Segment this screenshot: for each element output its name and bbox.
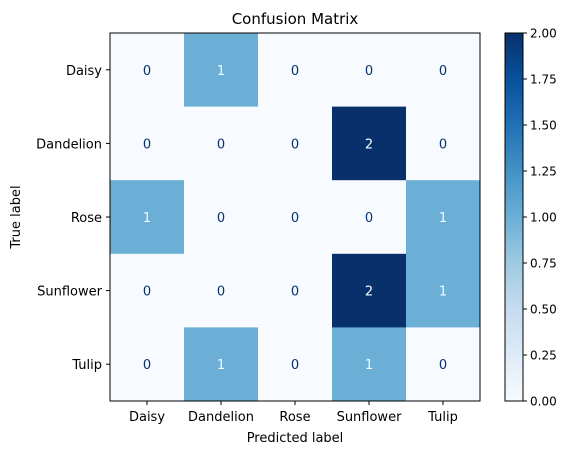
cell-value: 0 bbox=[291, 358, 299, 373]
cell-value: 0 bbox=[365, 211, 373, 226]
colorbar-tick-label: 0.25 bbox=[530, 349, 557, 363]
cell-value: 1 bbox=[217, 64, 225, 79]
matrix-cell bbox=[332, 180, 407, 255]
cell-value: 0 bbox=[439, 64, 447, 79]
matrix-cell bbox=[406, 327, 481, 402]
matrix-cell bbox=[258, 180, 333, 255]
cell-value: 1 bbox=[365, 358, 373, 373]
matrix-cell bbox=[406, 180, 481, 255]
y-axis-label: True label bbox=[9, 185, 24, 249]
cell-value: 2 bbox=[365, 285, 373, 300]
matrix-cells bbox=[110, 33, 481, 402]
cell-value: 0 bbox=[291, 137, 299, 152]
x-tick-label: Dandelion bbox=[188, 410, 254, 425]
y-tick-label: Rose bbox=[71, 211, 102, 226]
colorbar-tick-label: 1.50 bbox=[530, 119, 557, 133]
matrix-cell bbox=[184, 253, 259, 328]
colorbar-tick-label: 1.00 bbox=[530, 211, 557, 225]
colorbar-tick-label: 2.00 bbox=[530, 27, 557, 41]
cell-value-labels: 0 1 0 0 0 0 0 0 2 0 1 0 0 0 1 0 0 0 2 1 0 1 0 1 0 bbox=[143, 64, 447, 373]
cell-value: 0 bbox=[291, 64, 299, 79]
cell-value: 0 bbox=[291, 285, 299, 300]
cell-value: 0 bbox=[291, 211, 299, 226]
matrix-cell bbox=[258, 33, 333, 108]
matrix-cell bbox=[110, 106, 185, 181]
matrix-cell bbox=[258, 327, 333, 402]
matrix-cell bbox=[258, 106, 333, 181]
y-tick-label: Daisy bbox=[66, 64, 102, 79]
matrix-cell bbox=[332, 253, 407, 328]
colorbar-tick-label: 0.00 bbox=[530, 395, 557, 409]
matrix-cell bbox=[406, 106, 481, 181]
x-tick-label: Daisy bbox=[129, 410, 165, 425]
x-tick-label: Rose bbox=[279, 410, 310, 425]
cell-value: 0 bbox=[217, 285, 225, 300]
colorbar-ticks: 0.00 0.25 0.50 0.75 1.00 1.25 1.50 1.75 2.00 bbox=[523, 27, 557, 409]
cell-value: 0 bbox=[217, 137, 225, 152]
colorbar bbox=[504, 32, 524, 402]
cell-value: 1 bbox=[143, 211, 151, 226]
cell-value: 0 bbox=[217, 211, 225, 226]
colorbar-tick-label: 0.50 bbox=[530, 303, 557, 317]
cell-value: 0 bbox=[439, 358, 447, 373]
cell-value: 0 bbox=[365, 64, 373, 79]
x-tick-label: Sunflower bbox=[337, 410, 403, 425]
matrix-cell bbox=[332, 106, 407, 181]
cell-value: 0 bbox=[143, 64, 151, 79]
matrix-cell bbox=[184, 33, 259, 108]
cell-value: 1 bbox=[217, 358, 225, 373]
colorbar-tick-label: 0.75 bbox=[530, 257, 557, 271]
matrix-cell bbox=[406, 253, 481, 328]
cell-value: 0 bbox=[143, 358, 151, 373]
cell-value: 0 bbox=[143, 137, 151, 152]
y-tick-label: Sunflower bbox=[37, 285, 103, 300]
cell-value: 1 bbox=[439, 211, 447, 226]
matrix-cell bbox=[332, 33, 407, 108]
matrix-cell bbox=[110, 327, 185, 402]
chart-title: Confusion Matrix bbox=[232, 10, 359, 28]
cell-value: 1 bbox=[439, 285, 447, 300]
x-axis-label: Predicted label bbox=[247, 431, 344, 446]
cell-value: 2 bbox=[365, 137, 373, 152]
y-axis-ticks: Daisy Dandelion Rose Sunflower Tulip bbox=[36, 64, 110, 373]
x-axis-ticks: Daisy Dandelion Rose Sunflower Tulip bbox=[129, 401, 458, 425]
matrix-cell bbox=[184, 106, 259, 181]
matrix-cell bbox=[184, 180, 259, 255]
matrix-cell bbox=[110, 253, 185, 328]
cell-value: 0 bbox=[439, 137, 447, 152]
matrix-cell bbox=[110, 180, 185, 255]
y-tick-label: Tulip bbox=[71, 358, 102, 373]
colorbar-tick-label: 1.75 bbox=[530, 73, 557, 87]
matrix-cell bbox=[332, 327, 407, 402]
matrix-cell bbox=[110, 33, 185, 108]
x-tick-label: Tulip bbox=[427, 410, 458, 425]
cell-value: 0 bbox=[143, 285, 151, 300]
y-tick-label: Dandelion bbox=[36, 137, 102, 152]
colorbar-tick-label: 1.25 bbox=[530, 165, 557, 179]
matrix-cell bbox=[406, 33, 481, 108]
matrix-cell bbox=[184, 327, 259, 402]
matrix-cell bbox=[258, 253, 333, 328]
